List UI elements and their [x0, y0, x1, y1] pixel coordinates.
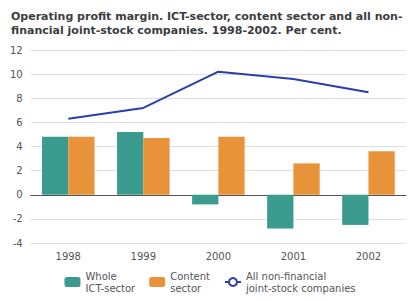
svg-text:1999: 1999 [131, 251, 156, 262]
svg-text:6: 6 [16, 117, 22, 128]
svg-text:ICT-sector: ICT-sector [85, 283, 136, 294]
svg-text:2002: 2002 [356, 251, 381, 262]
svg-text:12: 12 [10, 45, 23, 56]
svg-text:sector: sector [170, 283, 202, 294]
svg-text:2001: 2001 [281, 251, 306, 262]
svg-text:Whole: Whole [85, 271, 116, 282]
svg-text:Operating profit margin. ICT-s: Operating profit margin. ICT-sector, con… [11, 10, 402, 23]
svg-text:1998: 1998 [56, 251, 81, 262]
svg-text:0: 0 [16, 189, 22, 200]
svg-text:-2: -2 [13, 213, 23, 224]
svg-text:8: 8 [16, 93, 22, 104]
svg-text:financial joint-stock companie: financial joint-stock companies. 1998-20… [11, 24, 342, 37]
svg-text:4: 4 [16, 141, 22, 152]
svg-text:-4: -4 [13, 238, 23, 249]
svg-text:All non-financial: All non-financial [246, 271, 326, 282]
svg-text:Content: Content [170, 271, 210, 282]
svg-text:2: 2 [16, 165, 22, 176]
svg-text:2000: 2000 [206, 251, 231, 262]
svg-text:10: 10 [10, 69, 23, 80]
svg-text:joint-stock companies: joint-stock companies [245, 283, 356, 294]
